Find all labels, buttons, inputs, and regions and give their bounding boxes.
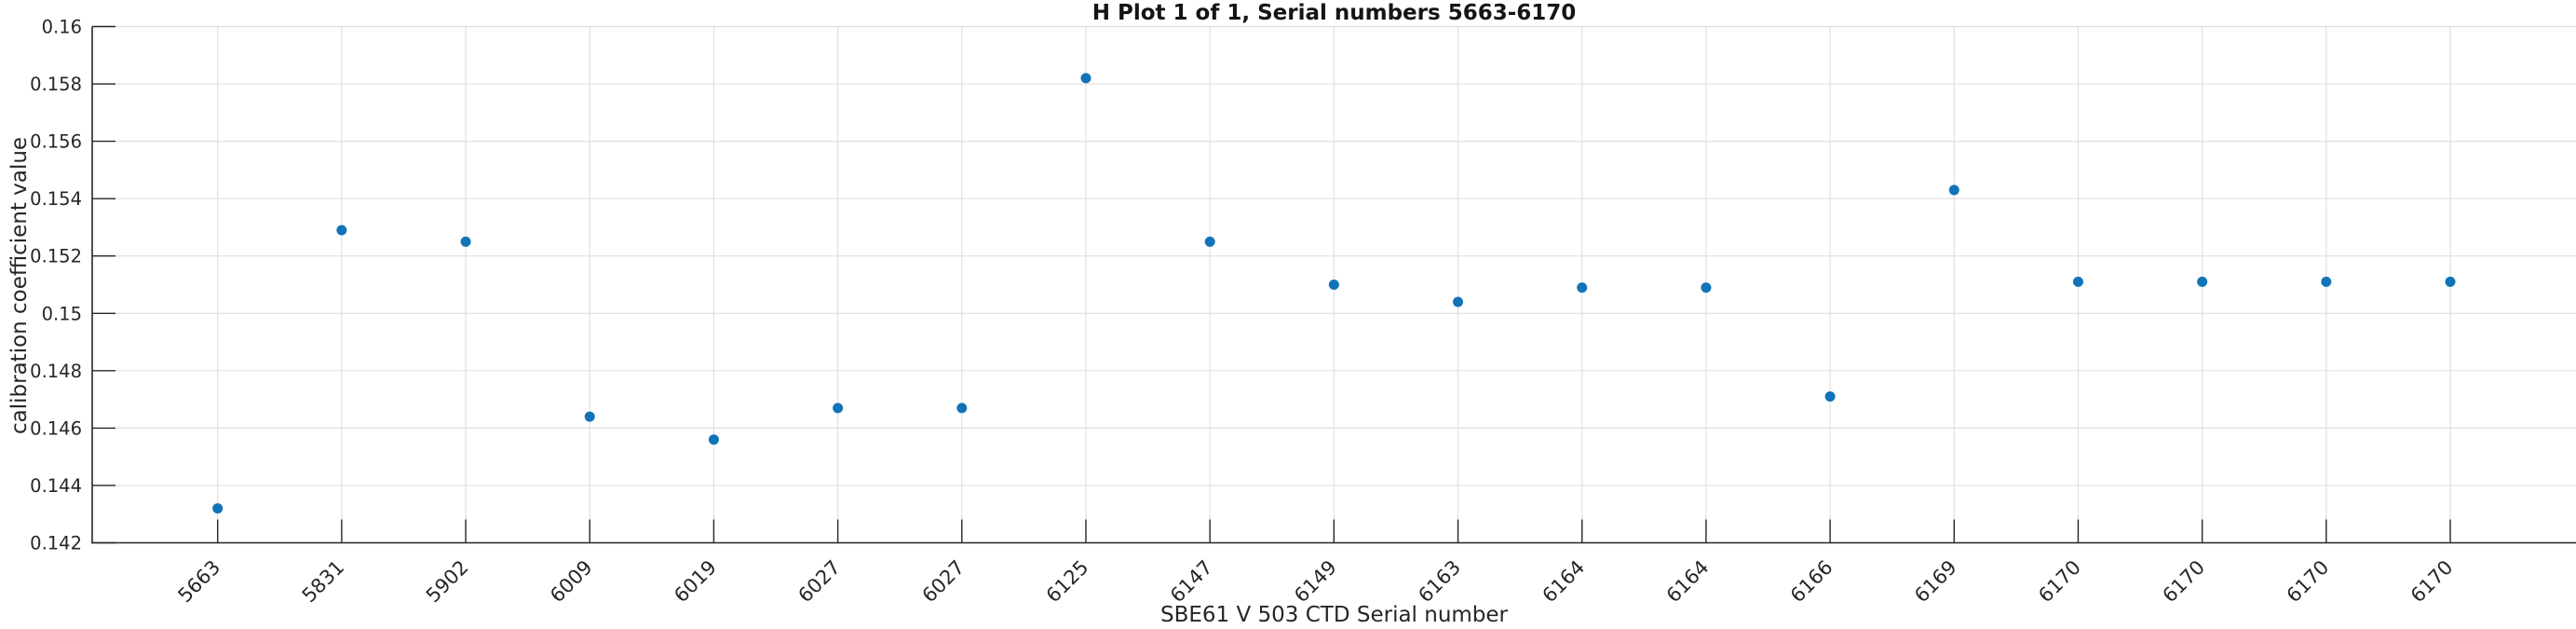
x-tick-label: 6164 [1662, 556, 1714, 608]
x-tick-label: 6027 [793, 556, 845, 608]
x-tick-label: 6170 [2158, 556, 2209, 608]
y-tick-label: 0.142 [30, 533, 82, 554]
y-tick-label: 0.15 [42, 303, 82, 324]
x-axis-label: SBE61 V 503 CTD Serial number [1159, 603, 1509, 627]
y-tick-label: 0.158 [30, 74, 82, 95]
x-tick-label: 6170 [2407, 556, 2458, 608]
y-tick-label: 0.16 [42, 17, 82, 38]
x-tick-label: 6170 [2034, 556, 2085, 608]
x-tick-label: 6027 [918, 556, 969, 608]
data-point [1080, 73, 1091, 84]
data-point [1328, 280, 1339, 290]
data-point [1577, 282, 1588, 294]
y-tick-label: 0.144 [30, 475, 82, 497]
y-tick-label: 0.146 [30, 417, 82, 439]
data-point [2445, 276, 2456, 287]
data-point [584, 411, 595, 422]
data-point [956, 403, 968, 414]
y-tick-label: 0.148 [30, 361, 82, 382]
data-point [2321, 276, 2332, 287]
data-point [336, 225, 347, 236]
chart-title: H Plot 1 of 1, Serial numbers 5663-6170 [1091, 1, 1577, 25]
data-point [1824, 391, 1836, 403]
data-point [1453, 296, 1464, 308]
x-tick-label: 6166 [1786, 556, 1837, 608]
data-point [1204, 236, 1215, 247]
data-point [1948, 185, 1959, 196]
data-point [708, 434, 719, 445]
data-point [1701, 282, 1712, 294]
x-tick-label: 6169 [1910, 556, 1961, 608]
data-point [212, 503, 224, 514]
y-tick-label: 0.156 [30, 131, 82, 153]
x-tick-label: 6147 [1166, 556, 1217, 608]
x-tick-label: 6125 [1042, 556, 1093, 608]
x-tick-label: 6009 [546, 556, 597, 608]
x-tick-label: 6019 [670, 556, 721, 608]
x-tick-label: 5831 [298, 556, 349, 608]
x-tick-label: 5902 [422, 556, 473, 608]
x-tick-label: 6170 [2283, 556, 2334, 608]
data-point [2072, 276, 2083, 287]
x-tick-label: 6163 [1414, 556, 1465, 608]
y-tick-label: 0.152 [30, 246, 82, 267]
data-point [833, 403, 844, 414]
x-tick-label: 5663 [173, 556, 224, 608]
data-point [2197, 276, 2208, 287]
x-tick-label: 6164 [1538, 556, 1589, 608]
y-tick-label: 0.154 [30, 188, 82, 210]
data-point [460, 236, 471, 247]
x-tick-label: 6149 [1290, 556, 1341, 608]
